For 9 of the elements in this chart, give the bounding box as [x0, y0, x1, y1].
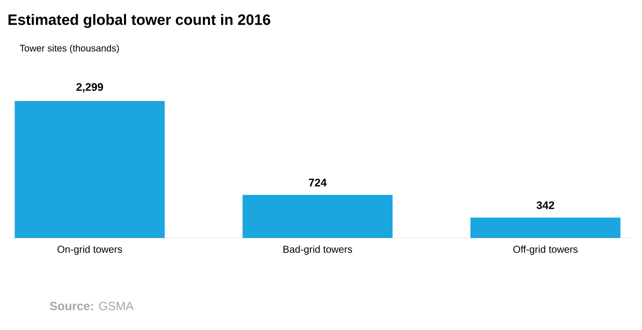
- data-label: 724: [308, 178, 327, 186]
- x-tick-label: Bad-grid towers: [284, 246, 352, 255]
- x-tick-label: Off-grid towers: [513, 246, 578, 255]
- data-label: 342: [536, 201, 554, 210]
- text: Tower sites (thousands): [20, 44, 119, 54]
- text: Source: GSMA: [50, 302, 134, 310]
- x-tick-label: On-grid towers: [58, 246, 122, 255]
- data-label: 2,299: [76, 83, 104, 92]
- chart-title: Estimated global tower count in 2016: [8, 14, 270, 28]
